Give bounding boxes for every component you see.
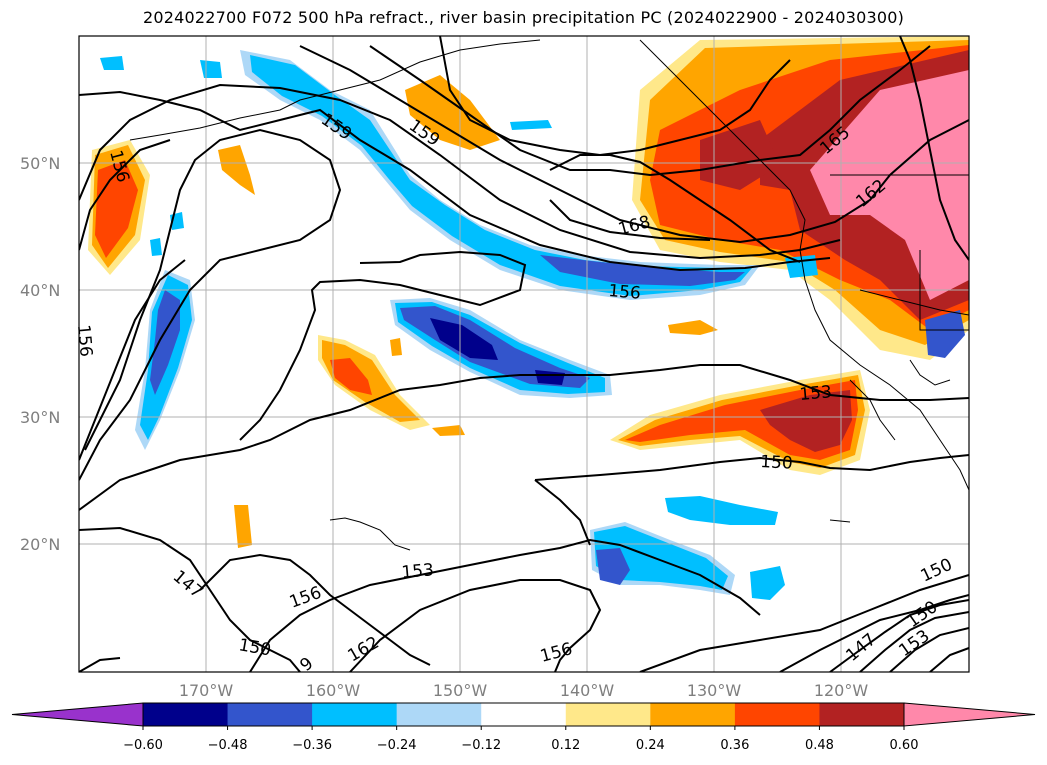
colorbar: −0.60 −0.48 −0.36 −0.24 −0.12 0.12 0.24 0.36 0.4… — [11, 702, 1036, 753]
colorbar-extend-max — [903, 702, 1036, 727]
refractivity-contours — [79, 36, 969, 672]
west-neg-medium — [150, 290, 180, 395]
colorbar-tick-label: −0.60 — [123, 738, 163, 753]
lat-label: 20°N — [20, 535, 60, 554]
colorbar-outline — [142, 702, 905, 727]
central-neg-dark — [430, 318, 498, 360]
west-red — [95, 160, 138, 258]
ne-positive-pink — [810, 70, 969, 300]
contour-label: 153 — [401, 560, 435, 583]
lon-label: 160°W — [306, 681, 361, 700]
map-frame — [78, 35, 970, 673]
lon-label: 150°W — [433, 681, 488, 700]
lat-label: 40°N — [20, 281, 60, 300]
contour-label: 156 — [287, 583, 324, 613]
colorbar-swatch — [481, 703, 567, 726]
colorbar-tick-label: 0.12 — [551, 738, 580, 753]
colorbar-extend-min — [11, 702, 144, 727]
colorbar-swatch — [650, 703, 736, 726]
south-small-blue-2 — [750, 566, 785, 600]
colorbar-tick-label: −0.24 — [377, 738, 417, 753]
contour-label: 156 — [538, 639, 575, 667]
colorbar-tick-label: 0.36 — [720, 738, 749, 753]
precipitation-shading — [88, 36, 969, 600]
contour-label: 156 — [73, 324, 96, 358]
colorbar-tick-label: 0.24 — [636, 738, 665, 753]
lon-label: 120°W — [814, 681, 869, 700]
north-orange-blob — [405, 75, 500, 150]
colorbar-swatch — [143, 703, 229, 726]
central-neg-dark2 — [535, 370, 565, 385]
small-blue-bit-4 — [200, 60, 222, 78]
latitude-labels: 50°N 40°N 30°N 20°N — [20, 154, 60, 554]
nw-orange-bit — [218, 145, 255, 195]
colorbar-tick-label: −0.12 — [461, 738, 501, 753]
colorbar-swatch — [396, 703, 482, 726]
colorbar-swatch — [565, 703, 651, 726]
contour-label: 150 — [760, 452, 793, 474]
longitude-labels: 170°W 160°W 150°W 140°W 130°W 120°W — [179, 681, 869, 700]
contour-label: 162 — [345, 633, 383, 667]
colorbar-swatch — [312, 703, 398, 726]
contour-label: 156 — [608, 281, 642, 304]
colorbar-tick-label: −0.48 — [208, 738, 248, 753]
central-small-yellow — [432, 425, 465, 436]
west-small-blue — [150, 238, 162, 256]
ne-small-darkred — [700, 120, 780, 190]
colorbar-swatch — [227, 703, 313, 726]
map-title: 2024022700 F072 500 hPa refract., river … — [142, 8, 905, 27]
central-red — [330, 358, 372, 395]
colorbar-swatch — [734, 703, 820, 726]
contour-label: 147 — [169, 567, 207, 603]
small-blue-bit-3 — [100, 56, 124, 70]
contour-label: 153 — [895, 626, 933, 661]
lon-label: 130°W — [687, 681, 742, 700]
contour-label: 150 — [237, 635, 272, 660]
north-blue-band-dark — [540, 255, 745, 286]
south-orange-bit — [234, 505, 252, 548]
colorbar-tick-label: 0.48 — [805, 738, 834, 753]
south-small-blue-1 — [665, 496, 778, 525]
se-darkred — [760, 390, 852, 452]
lon-label: 140°W — [560, 681, 615, 700]
se-small-orange — [668, 320, 718, 335]
colorbar-tick-label: 0.60 — [890, 738, 919, 753]
south-neg-medium — [596, 548, 630, 585]
lon-label: 170°W — [179, 681, 234, 700]
east-small-blue — [925, 310, 965, 358]
colorbar-tick-label: −0.36 — [292, 738, 332, 753]
lat-label: 50°N — [20, 154, 60, 173]
lat-label: 30°N — [20, 408, 60, 427]
contour-label: 153 — [799, 382, 833, 405]
small-blue-bit-1 — [510, 120, 552, 130]
central-tiny-orange — [390, 338, 402, 356]
colorbar-swatch — [819, 703, 905, 726]
